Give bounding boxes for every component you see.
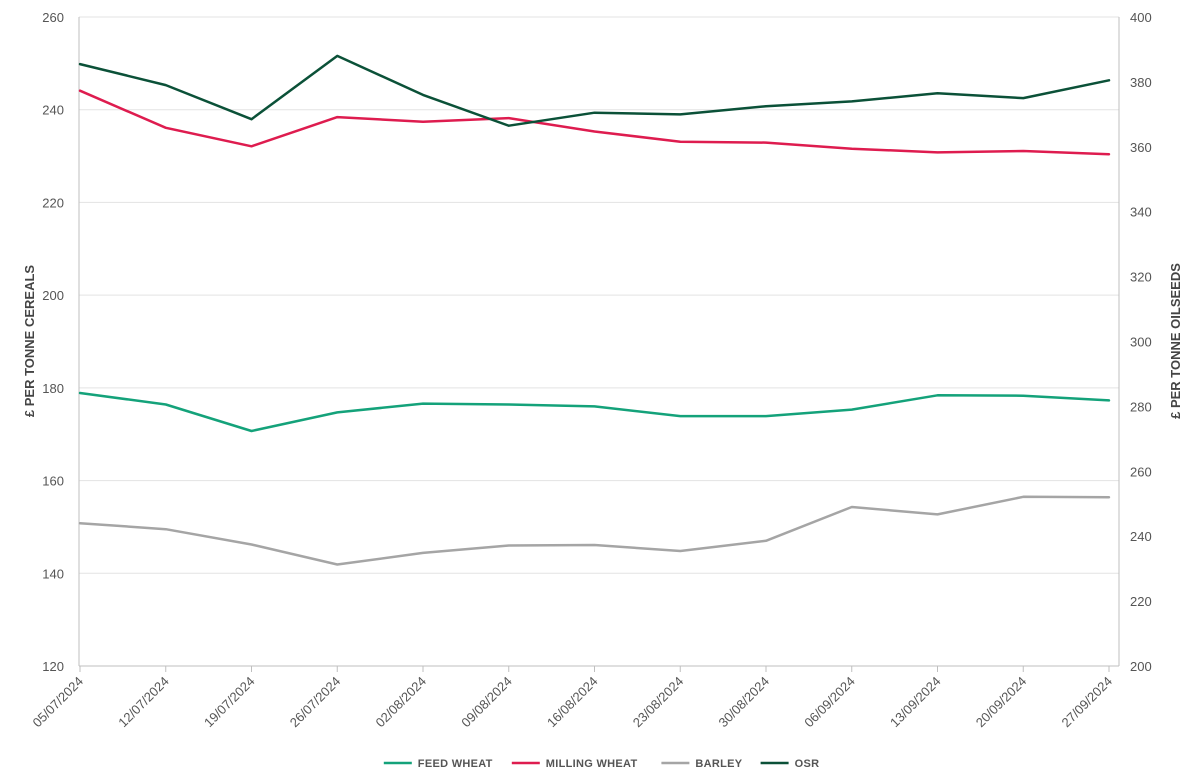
y-right-tick-label: 320 bbox=[1130, 270, 1152, 285]
y-axis-right-title: £ PER TONNE OILSEEDS bbox=[1168, 263, 1183, 419]
y-left-tick-label: 200 bbox=[42, 288, 64, 303]
y-right-tick-label: 260 bbox=[1130, 464, 1152, 479]
y-right-tick-label: 200 bbox=[1130, 659, 1152, 674]
series-line-feed-wheat bbox=[78, 391, 1111, 433]
legend-label-barley: BARLEY bbox=[695, 758, 742, 770]
y-right-tick-label: 240 bbox=[1130, 529, 1152, 544]
legend-label-feed-wheat: FEED WHEAT bbox=[418, 758, 493, 770]
y-left-tick-label: 240 bbox=[42, 103, 64, 118]
legend-label-osr: OSR bbox=[795, 758, 820, 770]
y-left-tick-label: 120 bbox=[42, 659, 64, 674]
x-tick-label: 26/07/2024 bbox=[287, 674, 344, 731]
y-right-tick-label: 300 bbox=[1130, 335, 1152, 350]
y-left-tick-label: 260 bbox=[42, 10, 64, 25]
series-lines bbox=[78, 54, 1111, 566]
y-right-tick-label: 400 bbox=[1130, 10, 1152, 25]
y-right-tick-label: 380 bbox=[1130, 75, 1152, 90]
y-left-tick-label: 160 bbox=[42, 474, 64, 489]
x-tick-label: 12/07/2024 bbox=[115, 674, 172, 731]
legend: FEED WHEAT MILLING WHEAT BARLEY OSR bbox=[383, 758, 820, 770]
x-tick-label: 19/07/2024 bbox=[201, 674, 258, 731]
y-left-tick-label: 220 bbox=[42, 195, 64, 210]
x-tick-label: 06/09/2024 bbox=[801, 674, 858, 731]
series-line-milling-wheat bbox=[78, 89, 1111, 156]
x-tick-label: 20/09/2024 bbox=[973, 674, 1030, 731]
series-line-osr bbox=[78, 54, 1111, 127]
x-tick-label: 05/07/2024 bbox=[29, 674, 86, 731]
gridlines bbox=[79, 16, 1119, 574]
x-tick-label: 09/08/2024 bbox=[458, 674, 515, 731]
y-axis-left-title: £ PER TONNE CEREALS bbox=[22, 265, 37, 418]
x-tick-label: 02/08/2024 bbox=[372, 674, 429, 731]
y-right-tick-label: 340 bbox=[1130, 205, 1152, 220]
x-tick-label: 23/08/2024 bbox=[630, 674, 687, 731]
y-right-tick-label: 360 bbox=[1130, 140, 1152, 155]
x-tick-label: 30/08/2024 bbox=[715, 674, 772, 731]
x-tick-label: 27/09/2024 bbox=[1058, 674, 1115, 731]
x-tick-label: 16/08/2024 bbox=[544, 674, 601, 731]
tick-labels: 120 140 160 180 200 220 240 260 200 220 240 260 280 3… bbox=[29, 10, 1151, 730]
y-right-tick-label: 220 bbox=[1130, 594, 1152, 609]
x-tick-label: 13/09/2024 bbox=[887, 674, 944, 731]
y-left-tick-label: 140 bbox=[42, 566, 64, 581]
series-line-barley bbox=[78, 495, 1111, 566]
y-right-tick-label: 280 bbox=[1130, 399, 1152, 414]
y-left-tick-label: 180 bbox=[42, 381, 64, 396]
legend-label-milling-wheat: MILLING WHEAT bbox=[546, 758, 638, 770]
axes bbox=[78, 17, 1120, 672]
